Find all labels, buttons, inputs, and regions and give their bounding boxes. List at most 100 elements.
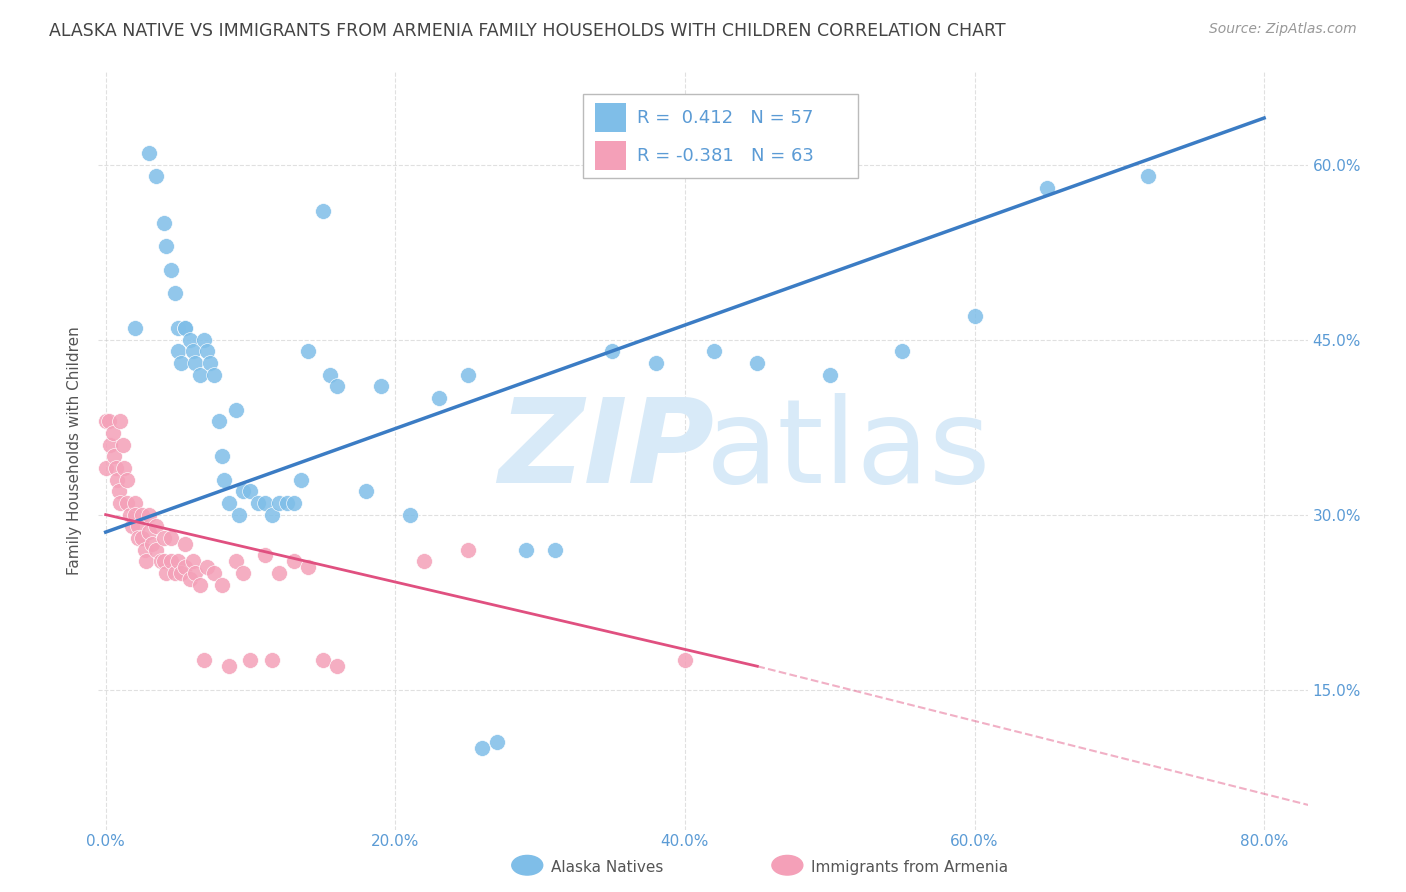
Point — [207, 414, 229, 428]
Text: ALASKA NATIVE VS IMMIGRANTS FROM ARMENIA FAMILY HOUSEHOLDS WITH CHILDREN CORRELA: ALASKA NATIVE VS IMMIGRANTS FROM ARMENIA… — [49, 22, 1005, 40]
Point — [138, 146, 160, 161]
Point — [181, 344, 204, 359]
Point — [181, 554, 204, 568]
Point — [145, 542, 167, 557]
Text: Source: ZipAtlas.com: Source: ZipAtlas.com — [1209, 22, 1357, 37]
Point — [174, 321, 197, 335]
Point — [232, 484, 254, 499]
Point — [239, 484, 262, 499]
Point — [138, 508, 160, 522]
Point — [202, 368, 225, 382]
Point — [269, 496, 291, 510]
Text: ZIP: ZIP — [498, 393, 714, 508]
Point — [108, 414, 131, 428]
Point — [97, 414, 120, 428]
Point — [262, 653, 284, 667]
Point — [891, 344, 914, 359]
Point — [193, 653, 215, 667]
Point — [159, 531, 181, 545]
Point — [673, 653, 696, 667]
Point — [159, 554, 181, 568]
Point — [124, 508, 146, 522]
Text: Immigrants from Armenia: Immigrants from Armenia — [811, 860, 1008, 874]
Point — [131, 531, 153, 545]
Point — [195, 560, 218, 574]
Point — [218, 496, 240, 510]
Point — [818, 368, 841, 382]
Text: R =  0.412   N = 57: R = 0.412 N = 57 — [637, 109, 813, 128]
Point — [104, 461, 127, 475]
Point — [543, 542, 565, 557]
Point — [703, 344, 725, 359]
Point — [193, 333, 215, 347]
Point — [457, 368, 479, 382]
Point — [167, 344, 190, 359]
Point — [276, 496, 298, 510]
Point — [228, 508, 250, 522]
Point — [1036, 181, 1059, 195]
Point — [103, 450, 125, 464]
Point — [457, 542, 479, 557]
Point — [963, 310, 986, 324]
Text: Alaska Natives: Alaska Natives — [551, 860, 664, 874]
Point — [124, 321, 146, 335]
Point — [117, 473, 139, 487]
Point — [283, 496, 305, 510]
Point — [184, 566, 207, 580]
Point — [297, 344, 319, 359]
Point — [101, 425, 124, 440]
Point — [319, 368, 342, 382]
Point — [427, 391, 450, 405]
Point — [174, 321, 197, 335]
Point — [326, 659, 349, 673]
Point — [131, 508, 153, 522]
Point — [114, 461, 136, 475]
Point — [211, 450, 233, 464]
Point — [262, 508, 284, 522]
Point — [145, 519, 167, 533]
Point — [124, 496, 146, 510]
Text: R = -0.381   N = 63: R = -0.381 N = 63 — [637, 147, 814, 165]
Point — [188, 577, 211, 591]
Point — [179, 333, 201, 347]
Point — [152, 216, 174, 230]
Point — [202, 566, 225, 580]
Point — [312, 204, 335, 219]
Point — [1137, 169, 1160, 184]
Point — [121, 519, 143, 533]
Point — [117, 496, 139, 510]
Point — [283, 554, 305, 568]
Point — [94, 414, 117, 428]
Point — [134, 542, 156, 557]
Point — [645, 356, 668, 370]
Point — [135, 554, 157, 568]
Point — [297, 560, 319, 574]
Point — [370, 379, 392, 393]
Point — [515, 542, 537, 557]
Point — [152, 554, 174, 568]
Point — [170, 566, 193, 580]
Point — [195, 344, 218, 359]
Point — [167, 321, 190, 335]
Point — [112, 437, 135, 451]
Point — [326, 379, 349, 393]
Point — [232, 566, 254, 580]
Point — [290, 473, 312, 487]
Point — [471, 740, 494, 755]
Point — [120, 508, 142, 522]
Point — [218, 659, 240, 673]
Point — [198, 356, 221, 370]
Point — [269, 566, 291, 580]
Point — [149, 554, 172, 568]
Point — [108, 496, 131, 510]
Point — [152, 531, 174, 545]
Point — [188, 368, 211, 382]
Y-axis label: Family Households with Children: Family Households with Children — [67, 326, 83, 574]
Point — [174, 537, 197, 551]
Point — [253, 496, 276, 510]
Point — [170, 356, 193, 370]
Point — [94, 461, 117, 475]
Point — [239, 653, 262, 667]
Point — [413, 554, 436, 568]
Point — [356, 484, 378, 499]
